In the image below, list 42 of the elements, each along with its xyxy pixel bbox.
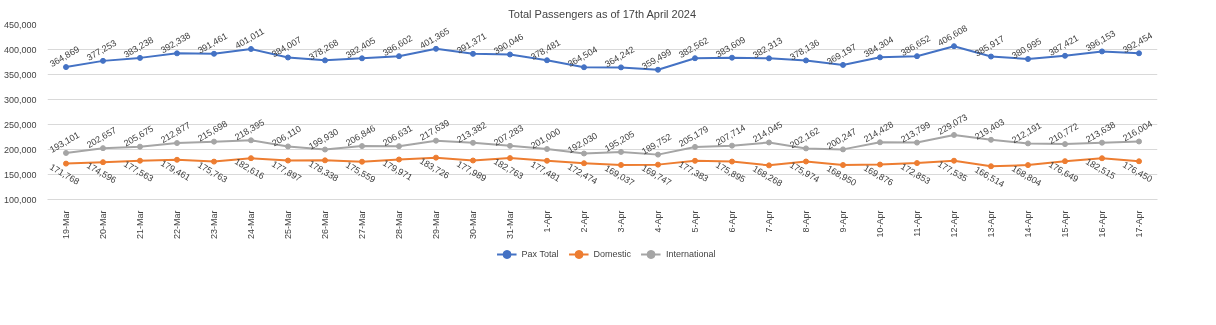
x-tick-label: 9-Apr: [838, 210, 848, 233]
y-tick-label: 450,000: [3, 19, 37, 30]
x-tick-label: 16-Apr: [1097, 210, 1107, 238]
x-tick-label: 24-Mar: [246, 210, 256, 240]
x-tick-label: 20-Mar: [98, 210, 108, 240]
legend-label: International: [665, 249, 716, 259]
x-tick-label: 7-Apr: [764, 210, 774, 233]
legend-label: Pax Total: [521, 249, 559, 259]
x-tick-label: 22-Mar: [172, 210, 182, 240]
y-tick-label: 150,000: [3, 169, 37, 180]
x-tick-label: 10-Apr: [875, 210, 885, 238]
x-tick-label: 29-Mar: [431, 210, 441, 240]
legend-label: Domestic: [593, 249, 631, 259]
x-tick-label: 6-Apr: [727, 210, 737, 233]
x-tick-label: 12-Apr: [949, 210, 959, 238]
x-tick-label: 13-Apr: [986, 210, 996, 238]
y-tick-label: 350,000: [3, 69, 37, 80]
y-tick-label: 400,000: [3, 44, 37, 55]
chart-title: Total Passengers as of 17th April 2024: [508, 7, 697, 20]
x-tick-label: 15-Apr: [1060, 210, 1070, 238]
y-tick-label: 200,000: [3, 144, 37, 155]
x-tick-label: 26-Mar: [320, 210, 330, 240]
x-tick-label: 28-Mar: [394, 210, 404, 240]
x-tick-label: 11-Apr: [912, 210, 922, 237]
x-tick-label: 21-Mar: [135, 210, 145, 240]
x-tick-label: 19-Mar: [61, 210, 71, 240]
x-tick-label: 30-Mar: [468, 210, 478, 240]
x-tick-label: 5-Apr: [690, 210, 700, 233]
x-tick-label: 17-Apr: [1134, 210, 1144, 238]
x-tick-label: 25-Mar: [283, 210, 293, 240]
x-tick-label: 8-Apr: [801, 210, 811, 233]
x-tick-label: 1-Apr: [542, 210, 552, 233]
y-tick-label: 250,000: [3, 119, 37, 130]
x-tick-label: 27-Mar: [357, 210, 367, 240]
x-tick-label: 4-Apr: [653, 210, 663, 233]
x-tick-label: 2-Apr: [579, 210, 589, 233]
x-tick-label: 14-Apr: [1023, 210, 1033, 238]
y-tick-label: 300,000: [3, 94, 37, 105]
y-tick-label: 100,000: [3, 194, 37, 205]
x-tick-label: 3-Apr: [616, 210, 626, 233]
x-tick-label: 31-Mar: [505, 210, 515, 240]
x-tick-label: 23-Mar: [209, 210, 219, 240]
